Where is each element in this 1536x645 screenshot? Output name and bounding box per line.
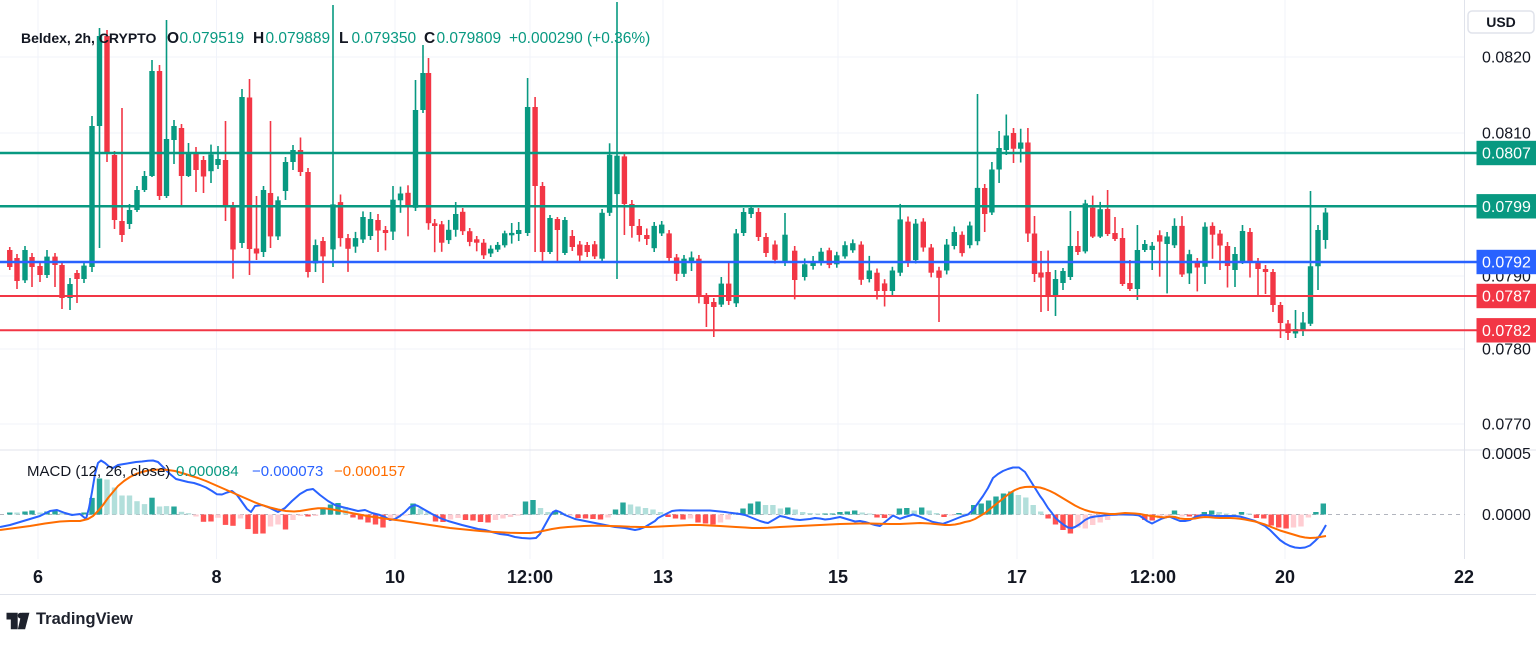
svg-text:0.0792: 0.0792: [1482, 255, 1531, 272]
svg-text:6: 6: [33, 567, 43, 587]
svg-text:0.0000: 0.0000: [1482, 507, 1531, 524]
svg-text:22: 22: [1454, 567, 1474, 587]
svg-text:0.079350: 0.079350: [352, 30, 417, 47]
svg-text:17: 17: [1007, 567, 1027, 587]
svg-text:20: 20: [1275, 567, 1295, 587]
svg-text:12:00: 12:00: [1130, 567, 1176, 587]
svg-text:0.0005: 0.0005: [1482, 446, 1531, 463]
svg-text:0.0782: 0.0782: [1482, 323, 1531, 340]
svg-text:0.0820: 0.0820: [1482, 50, 1531, 67]
svg-text:−0.000157: −0.000157: [334, 463, 405, 480]
svg-text:0.0810: 0.0810: [1482, 126, 1531, 143]
svg-text:0.079809: 0.079809: [437, 30, 502, 47]
svg-text:0.000084: 0.000084: [176, 463, 239, 480]
svg-text:12:00: 12:00: [507, 567, 553, 587]
svg-text:0.0807: 0.0807: [1482, 146, 1531, 163]
svg-text:TradingView: TradingView: [36, 610, 133, 628]
svg-text:+0.000290 (+0.36%): +0.000290 (+0.36%): [509, 30, 650, 47]
svg-text:−0.000073: −0.000073: [252, 463, 323, 480]
svg-text:Beldex, 2h, CRYPTO: Beldex, 2h, CRYPTO: [21, 30, 156, 46]
svg-text:8: 8: [211, 567, 221, 587]
svg-text:15: 15: [828, 567, 848, 587]
svg-text:H: H: [253, 30, 264, 47]
svg-text:MACD (12, 26, close): MACD (12, 26, close): [27, 463, 170, 480]
svg-text:13: 13: [653, 567, 673, 587]
svg-text:0.0799: 0.0799: [1482, 199, 1531, 216]
svg-text:0.0787: 0.0787: [1482, 289, 1531, 306]
svg-text:0.0780: 0.0780: [1482, 342, 1531, 359]
svg-text:0.0770: 0.0770: [1482, 417, 1531, 434]
svg-text:0.079519: 0.079519: [180, 30, 245, 47]
svg-text:O: O: [167, 30, 179, 47]
svg-text:C: C: [424, 30, 435, 47]
svg-text:10: 10: [385, 567, 405, 587]
svg-text:0.079889: 0.079889: [266, 30, 331, 47]
svg-text:L: L: [339, 30, 348, 47]
svg-text:USD: USD: [1486, 14, 1516, 30]
